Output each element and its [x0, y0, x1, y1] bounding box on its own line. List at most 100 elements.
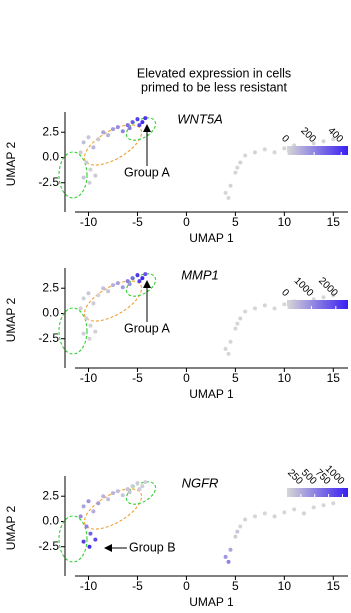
cell-point — [143, 480, 148, 485]
cell-point — [101, 286, 106, 291]
cell-point — [110, 283, 115, 288]
cell-point — [84, 160, 89, 165]
y-tick-label: 2.5 — [42, 280, 59, 294]
x-tick-label: 10 — [278, 579, 292, 593]
cell-point — [140, 276, 145, 281]
colorbar — [287, 300, 348, 309]
cell-point — [252, 514, 257, 519]
x-tick-label: 10 — [278, 215, 292, 229]
cell-point — [272, 514, 277, 519]
cell-point — [235, 529, 240, 534]
cell-point — [331, 501, 336, 506]
cell-point — [272, 150, 277, 155]
cell-point — [101, 494, 106, 499]
cell-point — [88, 323, 93, 328]
cell-point — [120, 285, 125, 290]
cell-point — [321, 503, 326, 508]
cell-point — [143, 116, 148, 121]
cell-point — [81, 504, 86, 509]
gene-label: MMP1 — [181, 267, 219, 282]
cell-point — [143, 272, 148, 277]
cell-point — [262, 303, 267, 308]
cell-point — [127, 126, 132, 131]
cell-point — [243, 517, 248, 522]
cell-point — [226, 559, 231, 564]
cell-point — [252, 150, 257, 155]
cell-point — [282, 146, 287, 151]
cell-point — [311, 141, 316, 146]
annotation: Group B — [129, 540, 176, 554]
cell-point — [235, 321, 240, 326]
colorbar-tick-label: 0 — [279, 133, 291, 145]
cell-point — [93, 173, 98, 178]
cell-point — [101, 130, 106, 135]
cell-point — [93, 329, 98, 334]
cell-point — [321, 295, 326, 300]
y-tick-label: 2.5 — [42, 488, 59, 502]
gene-label: NGFR — [182, 475, 219, 490]
cell-point — [78, 150, 83, 155]
cell-point — [243, 309, 248, 314]
cell-point — [86, 135, 91, 140]
x-axis-label: UMAP 1 — [189, 387, 234, 401]
cell-point — [228, 339, 233, 344]
cell-point — [282, 510, 287, 515]
cell-point — [235, 165, 240, 170]
y-tick-label: 0.0 — [42, 514, 59, 528]
y-axis-label: UMAP 2 — [4, 297, 18, 342]
cell-point — [81, 539, 86, 544]
cell-point — [81, 175, 86, 180]
colorbar-tick-label: 1000 — [292, 275, 316, 299]
y-tick-label: 2.5 — [42, 124, 59, 138]
x-tick-label: 0 — [183, 371, 190, 385]
cell-point — [135, 117, 140, 122]
cell-point — [228, 183, 233, 188]
cell-point — [228, 547, 233, 552]
x-tick-label: 5 — [232, 215, 239, 229]
cell-point — [81, 296, 86, 301]
x-tick-label: 5 — [232, 371, 239, 385]
cell-point — [81, 331, 86, 336]
cell-point — [88, 531, 93, 536]
figure-title: primed to be less resistant — [141, 80, 287, 94]
cell-point — [86, 291, 91, 296]
cell-point — [115, 281, 120, 286]
cell-point — [127, 282, 132, 287]
y-tick-label: 0.0 — [42, 306, 59, 320]
y-tick-label: -2.5 — [38, 539, 59, 553]
group-outline — [83, 280, 143, 322]
arrow-head — [143, 280, 151, 288]
cell-point — [87, 336, 92, 341]
cell-point — [238, 524, 243, 529]
cell-point — [262, 147, 267, 152]
gene-label: WNT5A — [177, 111, 223, 126]
y-tick-label: 0.0 — [42, 150, 59, 164]
cell-point — [135, 481, 140, 486]
group-outline — [58, 515, 88, 563]
x-tick-label: -10 — [80, 371, 98, 385]
cell-point — [311, 505, 316, 510]
x-tick-label: -5 — [132, 579, 143, 593]
cell-point — [135, 273, 140, 278]
x-tick-label: -10 — [80, 579, 98, 593]
cell-point — [331, 137, 336, 142]
cell-point — [84, 316, 89, 321]
cell-point — [96, 501, 101, 506]
cell-point — [127, 490, 132, 495]
cell-point — [115, 125, 120, 130]
cell-point — [226, 195, 231, 200]
colorbar — [287, 488, 348, 497]
cell-point — [130, 120, 135, 125]
cell-point — [130, 276, 135, 281]
x-tick-label: 10 — [278, 371, 292, 385]
group-outline — [58, 151, 88, 199]
cell-point — [93, 537, 98, 542]
group-outline — [125, 117, 157, 141]
cell-point — [137, 279, 142, 284]
cell-point — [125, 123, 130, 128]
cell-point — [292, 507, 297, 512]
x-tick-label: -5 — [132, 371, 143, 385]
cell-point — [233, 326, 238, 331]
cell-point — [140, 120, 145, 125]
cell-point — [272, 306, 277, 311]
